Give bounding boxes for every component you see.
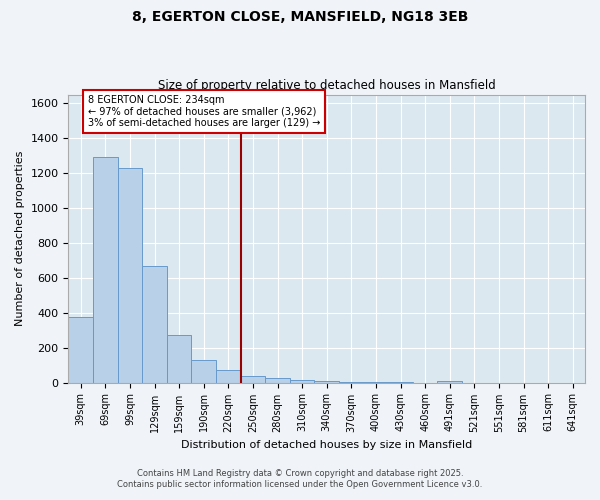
- Text: 8 EGERTON CLOSE: 234sqm
← 97% of detached houses are smaller (3,962)
3% of semi-: 8 EGERTON CLOSE: 234sqm ← 97% of detache…: [88, 95, 320, 128]
- Text: Contains HM Land Registry data © Crown copyright and database right 2025.: Contains HM Land Registry data © Crown c…: [137, 468, 463, 477]
- Y-axis label: Number of detached properties: Number of detached properties: [15, 151, 25, 326]
- Text: Contains public sector information licensed under the Open Government Licence v3: Contains public sector information licen…: [118, 480, 482, 489]
- Bar: [118, 168, 142, 382]
- X-axis label: Distribution of detached houses by size in Mansfield: Distribution of detached houses by size …: [181, 440, 472, 450]
- Bar: [167, 336, 191, 382]
- Bar: [314, 381, 339, 382]
- Bar: [68, 317, 93, 382]
- Bar: [93, 156, 118, 382]
- Bar: [437, 381, 462, 382]
- Bar: [265, 378, 290, 382]
- Bar: [290, 380, 314, 382]
- Bar: [241, 376, 265, 382]
- Bar: [191, 360, 216, 382]
- Text: 8, EGERTON CLOSE, MANSFIELD, NG18 3EB: 8, EGERTON CLOSE, MANSFIELD, NG18 3EB: [132, 10, 468, 24]
- Bar: [216, 370, 241, 382]
- Title: Size of property relative to detached houses in Mansfield: Size of property relative to detached ho…: [158, 79, 496, 92]
- Bar: [142, 266, 167, 382]
